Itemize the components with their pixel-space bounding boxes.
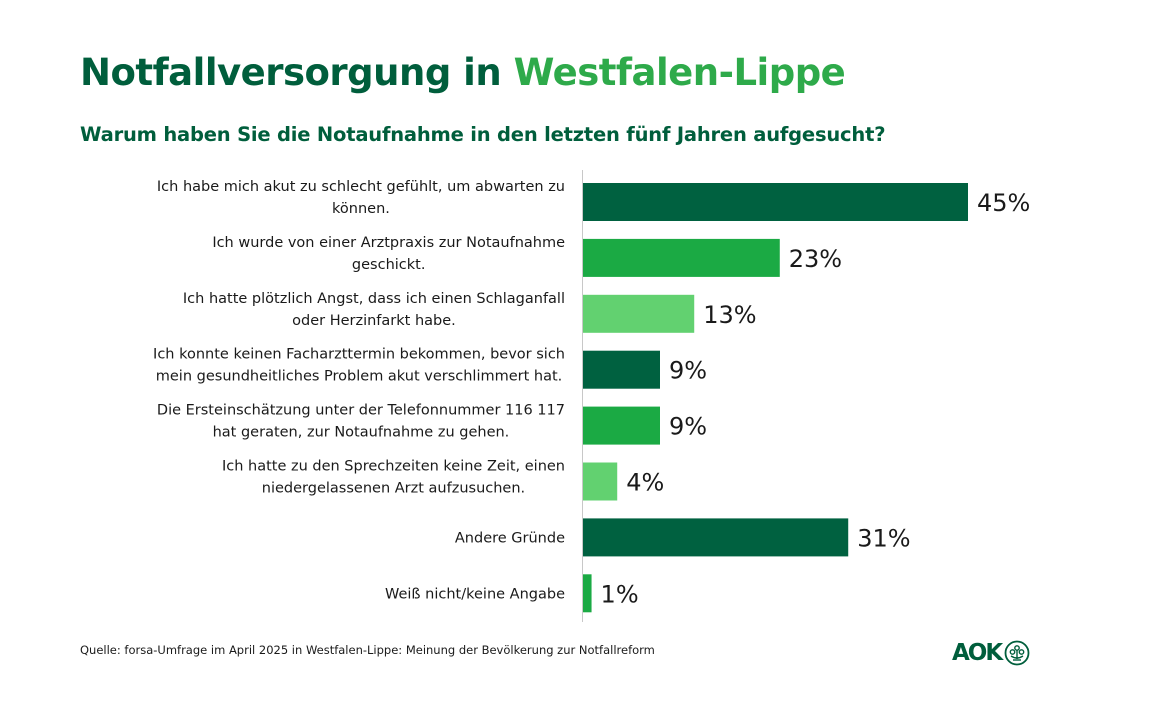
category-label-6: Andere Gründe xyxy=(455,530,565,546)
bar-0 xyxy=(583,183,968,221)
category-label-line: Ich hatte plötzlich Angst, dass ich eine… xyxy=(183,291,565,307)
value-label-4: 9% xyxy=(669,413,707,441)
bar-3 xyxy=(583,350,660,389)
category-label-line: geschickt. xyxy=(352,257,426,273)
title-part-1: Notfallversorgung in xyxy=(80,51,502,94)
category-label-2: Ich hatte plötzlich Angst, dass ich eine… xyxy=(183,291,565,329)
bar-2 xyxy=(583,294,695,333)
category-label-line: mein gesundheitliches Problem akut versc… xyxy=(156,369,563,385)
chart-subtitle: Warum haben Sie die Notaufnahme in den l… xyxy=(80,123,886,146)
value-label-5: 4% xyxy=(626,469,664,497)
category-label-line: hat geraten, zur Notaufnahme zu gehen. xyxy=(213,425,510,441)
bar-6 xyxy=(583,518,849,557)
value-label-3: 9% xyxy=(669,357,707,385)
category-label-3: Ich konnte keinen Facharzttermin bekomme… xyxy=(153,347,565,385)
category-label-line: Die Ersteinschätzung unter der Telefonnu… xyxy=(157,403,565,419)
bar-7 xyxy=(583,574,592,613)
value-label-2: 13% xyxy=(703,301,756,329)
category-label-line: Weiß nicht/keine Angabe xyxy=(385,586,565,602)
category-label-7: Weiß nicht/keine Angabe xyxy=(385,586,565,602)
bar-1 xyxy=(583,238,780,277)
title-part-2: Westfalen-Lippe xyxy=(513,51,846,94)
aok-logo: AOK xyxy=(952,640,1030,666)
value-labels-layer: 45%23%13%9%9%4%31%1% xyxy=(601,189,1031,608)
category-label-line: Ich habe mich akut zu schlecht gefühlt, … xyxy=(157,179,565,195)
category-label-0: Ich habe mich akut zu schlecht gefühlt, … xyxy=(157,179,565,217)
bar-4 xyxy=(583,406,660,445)
category-label-line: oder Herzinfarkt habe. xyxy=(292,313,456,329)
bar-5 xyxy=(583,462,618,501)
value-label-7: 1% xyxy=(601,580,639,608)
category-label-4: Die Ersteinschätzung unter der Telefonnu… xyxy=(157,403,565,441)
category-label-5: Ich hatte zu den Sprechzeiten keine Zeit… xyxy=(222,459,565,497)
category-label-line: Andere Gründe xyxy=(455,530,565,546)
category-label-line: Ich hatte zu den Sprechzeiten keine Zeit… xyxy=(222,459,565,475)
value-label-1: 23% xyxy=(789,245,842,273)
category-label-line: können. xyxy=(332,201,390,217)
category-label-line: Ich konnte keinen Facharzttermin bekomme… xyxy=(153,347,565,363)
tree-in-circle-icon xyxy=(1004,640,1030,666)
value-label-6: 31% xyxy=(857,524,910,552)
source-note: Quelle: forsa-Umfrage im April 2025 in W… xyxy=(80,643,655,657)
logo-wordmark: AOK xyxy=(952,640,1003,666)
value-label-0: 45% xyxy=(977,189,1030,217)
category-labels-layer: Ich habe mich akut zu schlecht gefühlt, … xyxy=(153,179,565,602)
category-label-1: Ich wurde von einer Arztpraxis zur Notau… xyxy=(212,235,565,273)
bars-layer xyxy=(583,183,968,613)
chart-title: Notfallversorgung in Westfalen-Lippe xyxy=(80,48,846,98)
category-label-line: niedergelassenen Arzt aufzusuchen. xyxy=(262,481,525,497)
category-label-line: Ich wurde von einer Arztpraxis zur Notau… xyxy=(212,235,565,251)
